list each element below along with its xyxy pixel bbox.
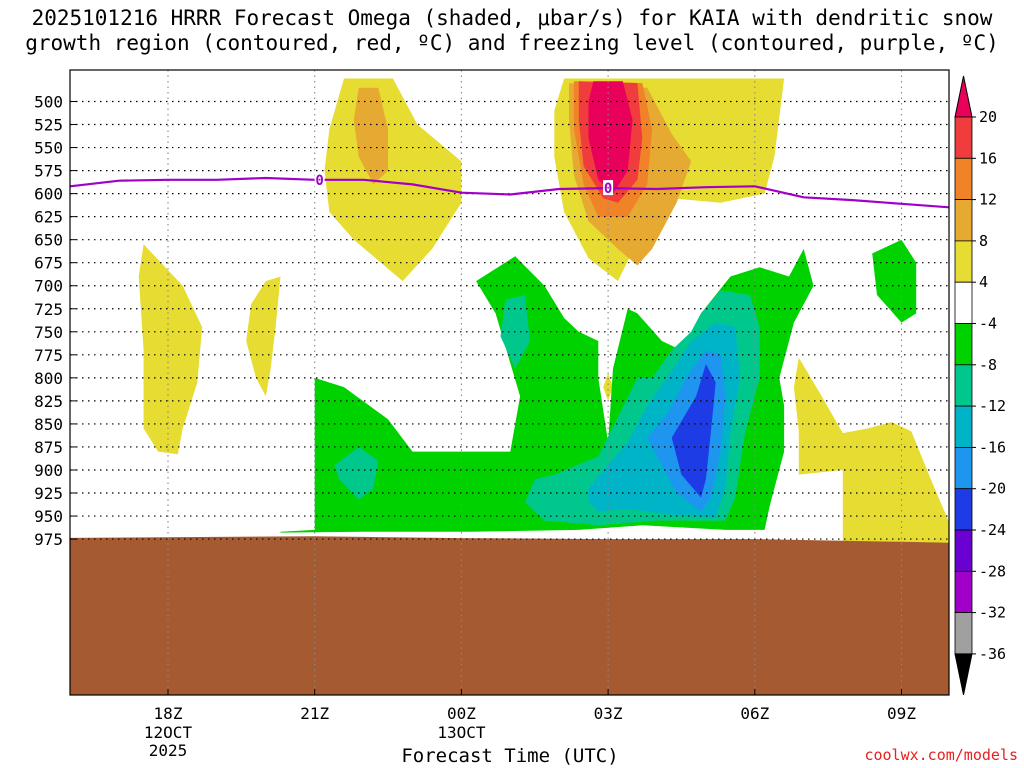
y-tick-label-850: 850	[34, 415, 63, 434]
freezing-level-label-1: 0	[604, 181, 612, 197]
terrain-layer	[70, 536, 949, 695]
y-tick-label-525: 525	[34, 116, 63, 135]
colorbar-label-12: -32	[979, 604, 1006, 622]
omega-region-15	[334, 447, 379, 500]
omega-region-18	[671, 364, 716, 498]
x-tick-label-09Z: 09Z	[887, 704, 916, 723]
y-tick-label-900: 900	[34, 461, 63, 480]
omega-region-4	[793, 357, 949, 549]
y-tick-label-875: 875	[34, 438, 63, 457]
shaded-regions	[138, 78, 949, 549]
colorbar-label-6: -8	[979, 356, 997, 374]
freezing-level-label-bg-0	[314, 171, 325, 187]
colorbar-segment-4	[954, 281, 973, 324]
y-tick-label-550: 550	[34, 139, 63, 158]
x-tick-date-00Z: 13OCT	[437, 723, 486, 742]
colorbar-segment-5	[954, 323, 973, 366]
colorbar-label-10: -24	[979, 521, 1006, 539]
x-tick-label-03Z: 03Z	[594, 704, 623, 723]
y-tick-label-775: 775	[34, 346, 63, 365]
colorbar-segment-0	[954, 116, 973, 159]
omega-region-19	[603, 474, 628, 507]
colorbar-label-9: -20	[979, 480, 1006, 498]
colorbar-bottom-arrow	[954, 653, 973, 696]
y-tick-label-800: 800	[34, 369, 63, 388]
y-tick-label-600: 600	[34, 185, 63, 204]
y-tick-label-650: 650	[34, 231, 63, 250]
colorbar-top-arrow	[954, 75, 973, 118]
y-tick-label-725: 725	[34, 300, 63, 319]
freezing-level-label-0: 0	[315, 173, 323, 189]
colorbar: 20 16 12 8 4 -4 -8 -12 -16 -20 -24 -28 -32 -36	[954, 75, 1006, 696]
colorbar-segment-6	[954, 364, 973, 407]
colorbar-segment-10	[954, 529, 973, 572]
colorbar-segment-12	[954, 612, 973, 655]
omega-region-6	[353, 87, 388, 185]
colorbar-label-0: 20	[979, 108, 997, 126]
colorbar-label-2: 12	[979, 191, 997, 209]
freezing-level-label-bg-1	[603, 180, 614, 196]
colorbar-label-8: -16	[979, 438, 1006, 456]
colorbar-label-5: -4	[979, 315, 997, 333]
omega-region-5	[603, 373, 613, 401]
terrain-surface	[70, 536, 949, 695]
grid-lines	[70, 70, 949, 695]
colorbar-segment-2	[954, 199, 973, 242]
chart-title: 2025101216 HRRR Forecast Omega (shaded, …	[0, 6, 1024, 56]
colorbar-segment-7	[954, 405, 973, 448]
omega-region-12	[872, 239, 917, 323]
title-line-2: growth region (contoured, red, ºC) and f…	[25, 31, 999, 55]
omega-region-10	[588, 81, 633, 194]
x-tick-year-18Z: 2025	[149, 741, 188, 760]
colorbar-label-3: 8	[979, 232, 988, 250]
colorbar-label-1: 16	[979, 149, 997, 167]
x-tick-label-00Z: 00Z	[447, 704, 476, 723]
colorbar-label-11: -28	[979, 562, 1006, 580]
y-tick-label-975: 975	[34, 530, 63, 549]
colorbar-segment-1	[954, 157, 973, 201]
y-tick-label-700: 700	[34, 277, 63, 296]
omega-region-2	[138, 244, 203, 455]
credit-link[interactable]: coolwx.com/models	[864, 746, 1018, 764]
freezing-level-line	[70, 176, 949, 209]
y-tick-label-950: 950	[34, 507, 63, 526]
colorbar-label-7: -12	[979, 397, 1006, 415]
y-tick-label-750: 750	[34, 323, 63, 342]
y-tick-label-625: 625	[34, 208, 63, 227]
title-line-1: 2025101216 HRRR Forecast Omega (shaded, …	[31, 6, 993, 30]
colorbar-segment-9	[954, 488, 973, 531]
x-tick-label-21Z: 21Z	[300, 704, 329, 723]
x-tick-label-06Z: 06Z	[740, 704, 769, 723]
y-tick-label-675: 675	[34, 254, 63, 273]
omega-region-3	[246, 276, 281, 397]
colorbar-label-4: 4	[979, 273, 988, 291]
y-axis-ticks: 500 525 550 575 600 625 650 675 700 725 750 775 800 8…	[34, 93, 76, 549]
x-tick-label-18Z: 18Z	[154, 704, 183, 723]
y-tick-label-575: 575	[34, 162, 63, 181]
colorbar-label-13: -36	[979, 645, 1006, 663]
x-axis-label: Forecast Time (UTC)	[401, 745, 619, 767]
plot-frame	[69, 69, 950, 696]
colorbar-segment-8	[954, 446, 973, 490]
y-tick-label-825: 825	[34, 392, 63, 411]
x-tick-date-18Z: 12OCT	[144, 723, 193, 742]
colorbar-segment-11	[954, 570, 973, 613]
y-tick-label-500: 500	[34, 93, 63, 112]
colorbar-segment-3	[954, 240, 973, 283]
y-tick-label-925: 925	[34, 484, 63, 503]
freezing-level-contour: 00	[70, 171, 949, 209]
